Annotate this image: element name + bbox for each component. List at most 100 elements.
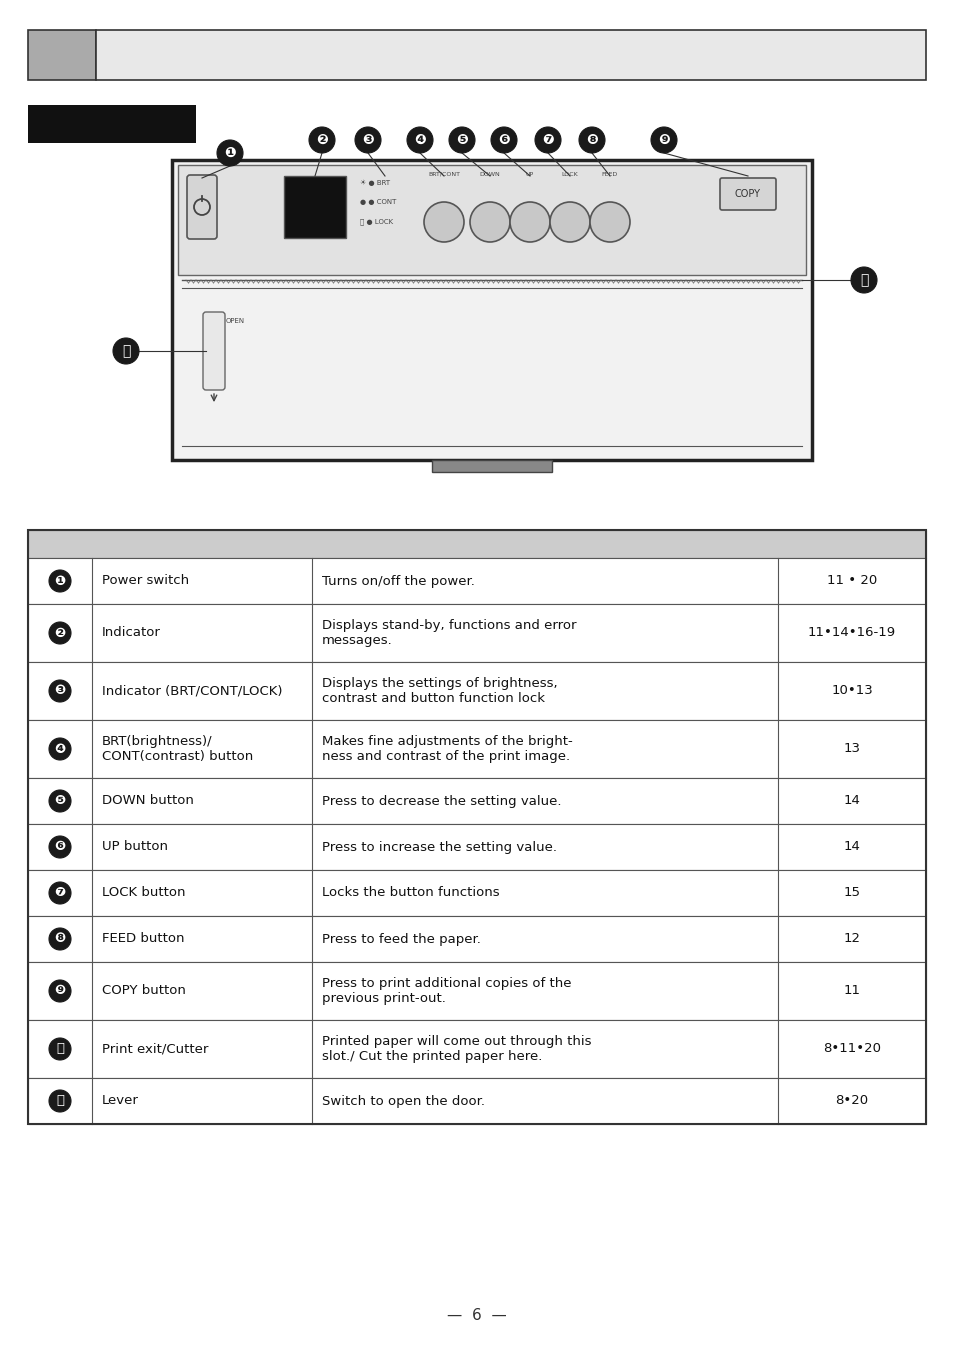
Circle shape xyxy=(407,127,433,153)
Text: Displays stand-by, functions and error
messages.: Displays stand-by, functions and error m… xyxy=(322,619,576,648)
Text: 8•20: 8•20 xyxy=(835,1095,867,1107)
Text: ⓟ: ⓟ xyxy=(859,273,867,287)
Text: DOWN: DOWN xyxy=(479,172,500,177)
FancyBboxPatch shape xyxy=(203,312,225,389)
Bar xyxy=(284,176,346,238)
Circle shape xyxy=(49,790,71,813)
Text: DOWN button: DOWN button xyxy=(102,795,193,807)
Text: 10•13: 10•13 xyxy=(830,684,872,698)
Text: ❹: ❹ xyxy=(54,742,66,756)
Text: Press to print additional copies of the
previous print-out.: Press to print additional copies of the … xyxy=(322,977,571,1005)
Circle shape xyxy=(216,141,243,166)
Text: Turns on/off the power.: Turns on/off the power. xyxy=(322,575,475,588)
Text: ☀ ● BRT: ☀ ● BRT xyxy=(359,180,390,187)
Circle shape xyxy=(49,680,71,702)
Circle shape xyxy=(650,127,677,153)
Circle shape xyxy=(112,338,139,364)
Text: Press to feed the paper.: Press to feed the paper. xyxy=(322,933,480,945)
Circle shape xyxy=(470,201,510,242)
Bar xyxy=(432,460,552,472)
Text: ⓠ: ⓠ xyxy=(56,1095,64,1107)
Text: Lever: Lever xyxy=(102,1095,139,1107)
Text: Displays the settings of brightness,
contrast and button function lock: Displays the settings of brightness, con… xyxy=(322,677,558,704)
Bar xyxy=(28,963,925,1019)
Text: COPY button: COPY button xyxy=(102,984,186,998)
Bar xyxy=(28,105,195,143)
Text: BRT/CONT: BRT/CONT xyxy=(428,172,459,177)
Bar xyxy=(28,1019,925,1078)
Text: ❻: ❻ xyxy=(497,132,509,147)
Text: COPY: COPY xyxy=(734,189,760,199)
Text: 11: 11 xyxy=(842,984,860,998)
Text: 14: 14 xyxy=(842,841,860,853)
FancyBboxPatch shape xyxy=(720,178,775,210)
Text: 14: 14 xyxy=(842,795,860,807)
Text: 🔒 ● LOCK: 🔒 ● LOCK xyxy=(359,218,393,224)
Circle shape xyxy=(49,1090,71,1111)
Circle shape xyxy=(850,266,876,293)
Circle shape xyxy=(49,927,71,950)
Text: Power switch: Power switch xyxy=(102,575,189,588)
Text: ❼: ❼ xyxy=(54,887,66,899)
Circle shape xyxy=(49,1038,71,1060)
Circle shape xyxy=(49,836,71,859)
Circle shape xyxy=(423,201,463,242)
Text: ❶: ❶ xyxy=(224,146,235,160)
Text: ❶: ❶ xyxy=(54,575,66,588)
Text: 12: 12 xyxy=(842,933,860,945)
Text: —  6  —: — 6 — xyxy=(447,1307,506,1322)
Bar xyxy=(28,721,925,777)
Bar xyxy=(28,869,925,917)
Bar xyxy=(28,1078,925,1124)
Text: LOCK: LOCK xyxy=(561,172,578,177)
Text: LOCK button: LOCK button xyxy=(102,887,185,899)
Circle shape xyxy=(510,201,550,242)
Circle shape xyxy=(449,127,475,153)
Circle shape xyxy=(49,571,71,592)
Bar xyxy=(28,662,925,721)
Text: 15: 15 xyxy=(842,887,860,899)
Circle shape xyxy=(49,882,71,904)
Text: Makes fine adjustments of the bright-
ness and contrast of the print image.: Makes fine adjustments of the bright- ne… xyxy=(322,735,572,763)
Text: ❷: ❷ xyxy=(315,132,328,147)
Text: ❷: ❷ xyxy=(54,626,66,639)
Text: UP: UP xyxy=(525,172,534,177)
Circle shape xyxy=(589,201,629,242)
Text: 13: 13 xyxy=(842,742,860,756)
Text: ❹: ❹ xyxy=(414,132,425,147)
Text: ❾: ❾ xyxy=(54,984,66,998)
Text: Printed paper will come out through this
slot./ Cut the printed paper here.: Printed paper will come out through this… xyxy=(322,1036,591,1063)
Circle shape xyxy=(49,622,71,644)
Text: Press to decrease the setting value.: Press to decrease the setting value. xyxy=(322,795,561,807)
Text: Press to increase the setting value.: Press to increase the setting value. xyxy=(322,841,557,853)
Bar xyxy=(28,558,925,604)
Text: FEED: FEED xyxy=(601,172,618,177)
Text: ⓠ: ⓠ xyxy=(122,343,130,358)
Circle shape xyxy=(49,980,71,1002)
Circle shape xyxy=(309,127,335,153)
Text: ❽: ❽ xyxy=(54,933,66,945)
Bar xyxy=(28,823,925,869)
Bar xyxy=(28,530,925,558)
Text: OPEN: OPEN xyxy=(226,318,245,324)
Bar xyxy=(96,30,925,80)
Circle shape xyxy=(578,127,604,153)
Bar xyxy=(28,530,925,1124)
FancyBboxPatch shape xyxy=(187,174,216,239)
Circle shape xyxy=(49,738,71,760)
Bar xyxy=(28,604,925,662)
Text: Print exit/Cutter: Print exit/Cutter xyxy=(102,1042,208,1056)
Circle shape xyxy=(491,127,517,153)
Text: Switch to open the door.: Switch to open the door. xyxy=(322,1095,484,1107)
Text: FEED button: FEED button xyxy=(102,933,184,945)
Circle shape xyxy=(535,127,560,153)
Text: ❼: ❼ xyxy=(541,132,554,147)
Text: UP button: UP button xyxy=(102,841,168,853)
Bar xyxy=(172,160,811,460)
Text: ❺: ❺ xyxy=(54,795,66,807)
Text: ❸: ❸ xyxy=(54,684,66,698)
Text: ❾: ❾ xyxy=(658,132,669,147)
Bar xyxy=(178,165,805,274)
Text: ⓟ: ⓟ xyxy=(56,1042,64,1056)
Bar xyxy=(28,777,925,823)
